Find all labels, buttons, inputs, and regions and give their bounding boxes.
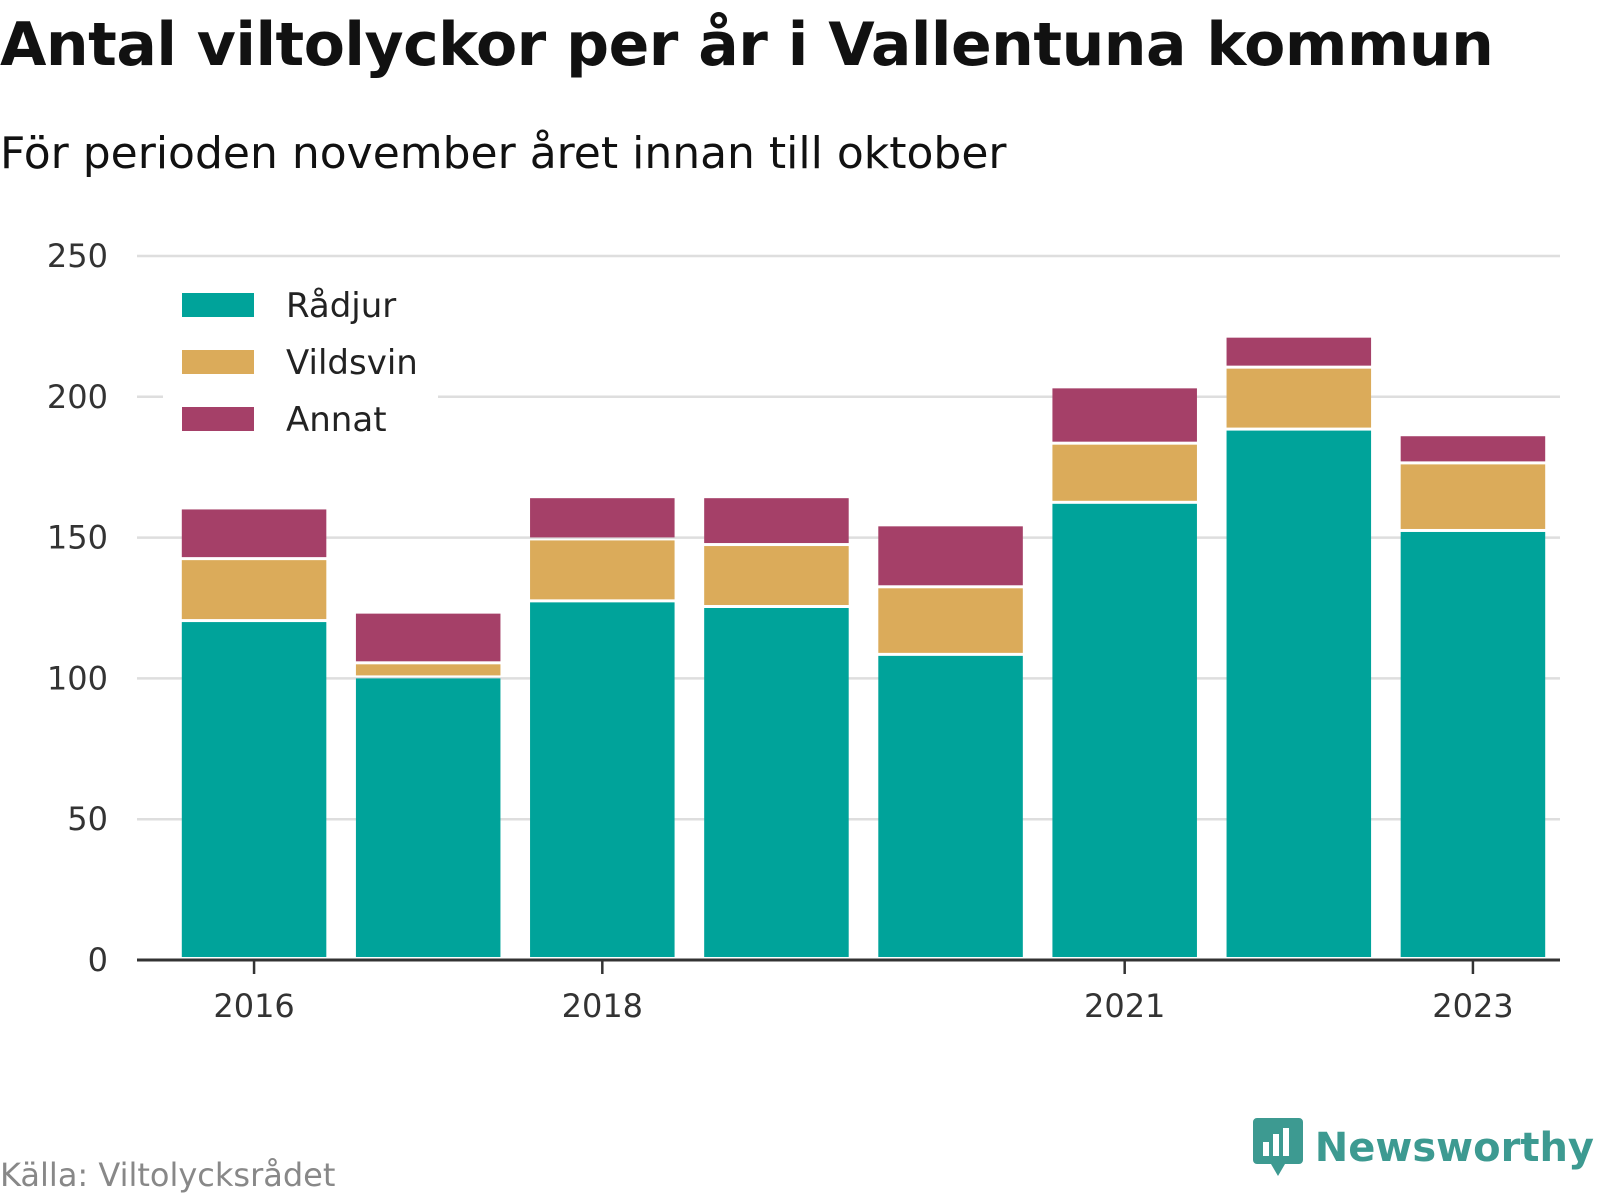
bars xyxy=(181,337,1546,957)
chart-title: Antal viltolyckor per år i Vallentuna ko… xyxy=(0,10,1494,80)
bar-vildsvin-2017 xyxy=(355,664,501,676)
bar-annat-2017 xyxy=(355,613,501,662)
bar-rådjur-2023 xyxy=(1400,531,1546,957)
bar-annat-2023 xyxy=(1400,436,1546,462)
bar-rådjur-2017 xyxy=(355,678,501,957)
legend-label-vildsvin: Vildsvin xyxy=(286,343,418,383)
bar-vildsvin-2019 xyxy=(704,546,849,605)
y-tick-label: 100 xyxy=(47,659,108,697)
bar-rådjur-2016 xyxy=(181,622,327,957)
y-tick-label: 0 xyxy=(88,941,108,979)
bar-rådjur-2021 xyxy=(1052,503,1197,957)
bar-rådjur-2020 xyxy=(878,655,1023,957)
y-tick-label: 200 xyxy=(47,378,108,416)
newsworthy-logo-icon xyxy=(1252,1118,1303,1176)
x-tick-label: 2023 xyxy=(1432,987,1513,1025)
source-note: Källa: Viltolycksrådet xyxy=(0,1156,336,1194)
bar-annat-2016 xyxy=(181,509,327,558)
x-tick-label: 2016 xyxy=(213,987,294,1025)
legend: Rådjur Vildsvin Annat xyxy=(163,278,438,440)
legend-swatch-annat xyxy=(182,407,254,431)
bar-annat-2022 xyxy=(1226,337,1372,366)
legend-swatch-rådjur xyxy=(182,293,254,317)
y-tick-label: 150 xyxy=(47,519,108,557)
y-tick-label: 250 xyxy=(47,237,108,275)
bar-vildsvin-2018 xyxy=(530,540,675,600)
x-tick-label: 2018 xyxy=(562,987,643,1025)
axes: 0 50 100 150 200 250 2016 2018 2021 2023 xyxy=(47,237,1560,1025)
x-tick-label: 2021 xyxy=(1084,987,1165,1025)
stacked-bar-chart: 0 50 100 150 200 250 2016 2018 2021 2023 Rådjur Vi… xyxy=(47,237,1560,1025)
bar-vildsvin-2022 xyxy=(1226,368,1372,428)
bar-rådjur-2018 xyxy=(530,602,675,957)
bar-annat-2018 xyxy=(530,498,675,538)
y-tick-label: 50 xyxy=(67,800,108,838)
bar-vildsvin-2023 xyxy=(1400,464,1546,529)
bar-rådjur-2022 xyxy=(1226,430,1372,957)
brand-name: Newsworthy xyxy=(1314,1125,1594,1171)
brand-logo: Newsworthy xyxy=(1251,1116,1594,1180)
bar-vildsvin-2020 xyxy=(878,588,1023,653)
legend-label-rådjur: Rådjur xyxy=(286,286,396,326)
bar-annat-2019 xyxy=(704,498,849,544)
legend-swatch-vildsvin xyxy=(182,350,254,374)
bar-rådjur-2019 xyxy=(704,608,849,957)
bar-annat-2021 xyxy=(1052,388,1197,442)
chart-subtitle: För perioden november året innan till ok… xyxy=(0,128,1007,179)
legend-label-annat: Annat xyxy=(286,400,387,440)
bar-annat-2020 xyxy=(878,526,1023,586)
bar-vildsvin-2016 xyxy=(181,560,327,620)
bar-vildsvin-2021 xyxy=(1052,444,1197,501)
